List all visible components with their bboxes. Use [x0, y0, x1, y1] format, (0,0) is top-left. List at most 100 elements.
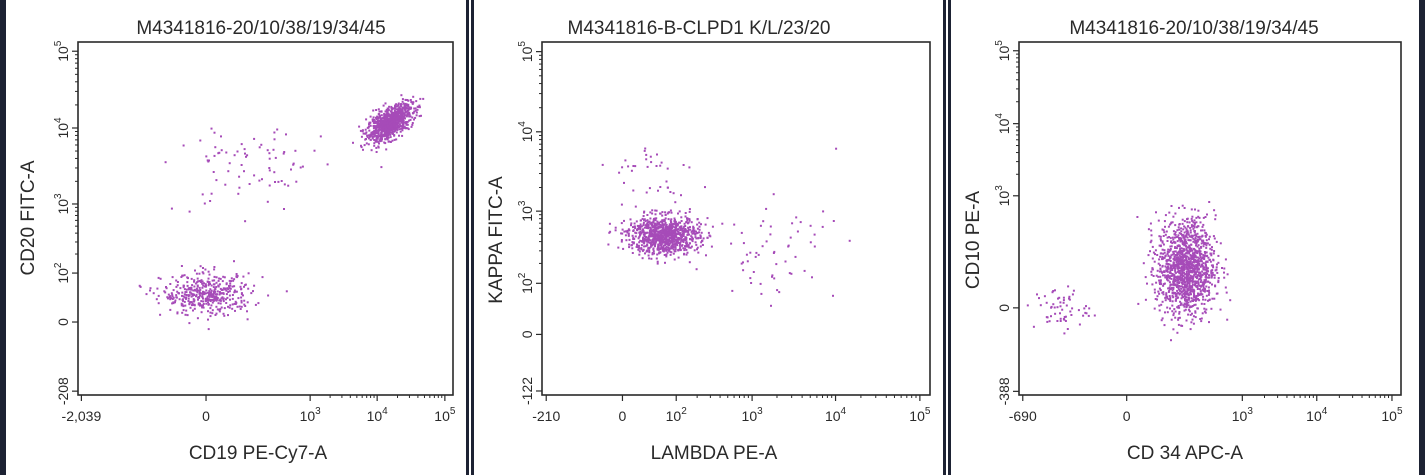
- data-point: [1185, 242, 1188, 245]
- data-point: [670, 225, 673, 228]
- data-point: [268, 184, 271, 187]
- data-point: [1180, 297, 1183, 300]
- data-point: [274, 181, 276, 183]
- data-point: [1200, 320, 1203, 323]
- data-point: [372, 127, 375, 130]
- data-point: [1178, 281, 1181, 284]
- data-point: [1172, 274, 1175, 277]
- data-point: [225, 293, 228, 296]
- data-point: [1177, 267, 1180, 270]
- data-point: [1190, 290, 1193, 293]
- data-point: [225, 289, 228, 292]
- data-point: [642, 230, 645, 233]
- data-point: [665, 231, 668, 234]
- data-point: [237, 192, 240, 195]
- data-point: [211, 309, 214, 312]
- data-point: [1190, 297, 1193, 300]
- data-point: [1198, 216, 1201, 219]
- data-point: [1064, 315, 1067, 318]
- data-point: [1170, 277, 1173, 280]
- data-point: [1213, 276, 1216, 279]
- data-point: [700, 241, 703, 244]
- data-point: [1192, 256, 1195, 259]
- data-point: [243, 285, 245, 288]
- data-point: [190, 286, 193, 289]
- data-point: [1177, 292, 1180, 294]
- data-point: [1176, 306, 1179, 309]
- data-point: [1155, 274, 1158, 277]
- data-point: [647, 236, 650, 239]
- data-point: [394, 123, 396, 126]
- data-point: [628, 238, 631, 241]
- data-point: [655, 217, 658, 220]
- data-point: [642, 221, 645, 224]
- data-point: [821, 225, 824, 228]
- data-point: [1215, 266, 1218, 269]
- data-point: [170, 292, 173, 295]
- data-point: [193, 304, 196, 306]
- data-point: [1171, 292, 1174, 294]
- data-point: [1202, 216, 1205, 219]
- data-point: [1166, 236, 1169, 239]
- data-point: [1173, 255, 1176, 258]
- data-point: [664, 221, 667, 224]
- data-point: [1161, 271, 1164, 274]
- data-point: [258, 146, 261, 149]
- data-point: [375, 116, 377, 119]
- data-point: [266, 149, 269, 152]
- data-point: [1194, 237, 1197, 239]
- data-point: [1182, 261, 1185, 264]
- data-point: [1171, 269, 1174, 271]
- data-point: [187, 294, 190, 297]
- data-point: [273, 138, 276, 141]
- data-point: [1186, 260, 1189, 263]
- data-point: [1185, 319, 1188, 322]
- data-point: [1187, 265, 1190, 268]
- data-point: [643, 226, 646, 229]
- data-point: [268, 157, 271, 160]
- data-point: [659, 164, 662, 167]
- data-point: [649, 228, 652, 230]
- data-point: [422, 97, 425, 100]
- data-point: [229, 282, 232, 285]
- data-point: [380, 166, 383, 169]
- data-point: [372, 109, 375, 112]
- data-point: [1188, 283, 1191, 286]
- data-point: [359, 129, 362, 132]
- data-point: [239, 285, 242, 288]
- data-point: [1217, 261, 1220, 264]
- data-point: [1183, 286, 1186, 289]
- data-point: [656, 253, 659, 256]
- data-point: [1175, 256, 1178, 259]
- data-point: [369, 134, 372, 137]
- data-point: [689, 228, 692, 231]
- data-point: [413, 118, 415, 121]
- data-point: [1172, 314, 1175, 317]
- data-point: [1195, 297, 1198, 300]
- data-point: [772, 252, 775, 254]
- data-point: [623, 181, 625, 184]
- data-point: [375, 146, 378, 149]
- data-point: [1208, 201, 1211, 203]
- x-ticks: -2,039 0 103 104 105: [62, 395, 456, 424]
- data-point: [678, 237, 681, 240]
- data-point: [1048, 320, 1051, 323]
- data-point: [1173, 267, 1175, 270]
- data-point: [403, 126, 406, 129]
- data-points: [601, 147, 851, 307]
- data-point: [661, 211, 664, 214]
- data-point: [1188, 279, 1191, 282]
- data-point: [383, 126, 385, 129]
- data-point: [650, 243, 653, 246]
- data-point: [670, 245, 673, 248]
- data-point: [404, 102, 407, 105]
- data-point: [1208, 321, 1210, 324]
- data-point: [699, 235, 702, 238]
- data-point: [1208, 243, 1211, 246]
- data-point: [1189, 226, 1192, 229]
- data-point: [1197, 259, 1200, 262]
- data-point: [292, 162, 295, 165]
- data-point: [1172, 328, 1175, 331]
- data-point: [244, 220, 247, 223]
- data-point: [406, 127, 409, 130]
